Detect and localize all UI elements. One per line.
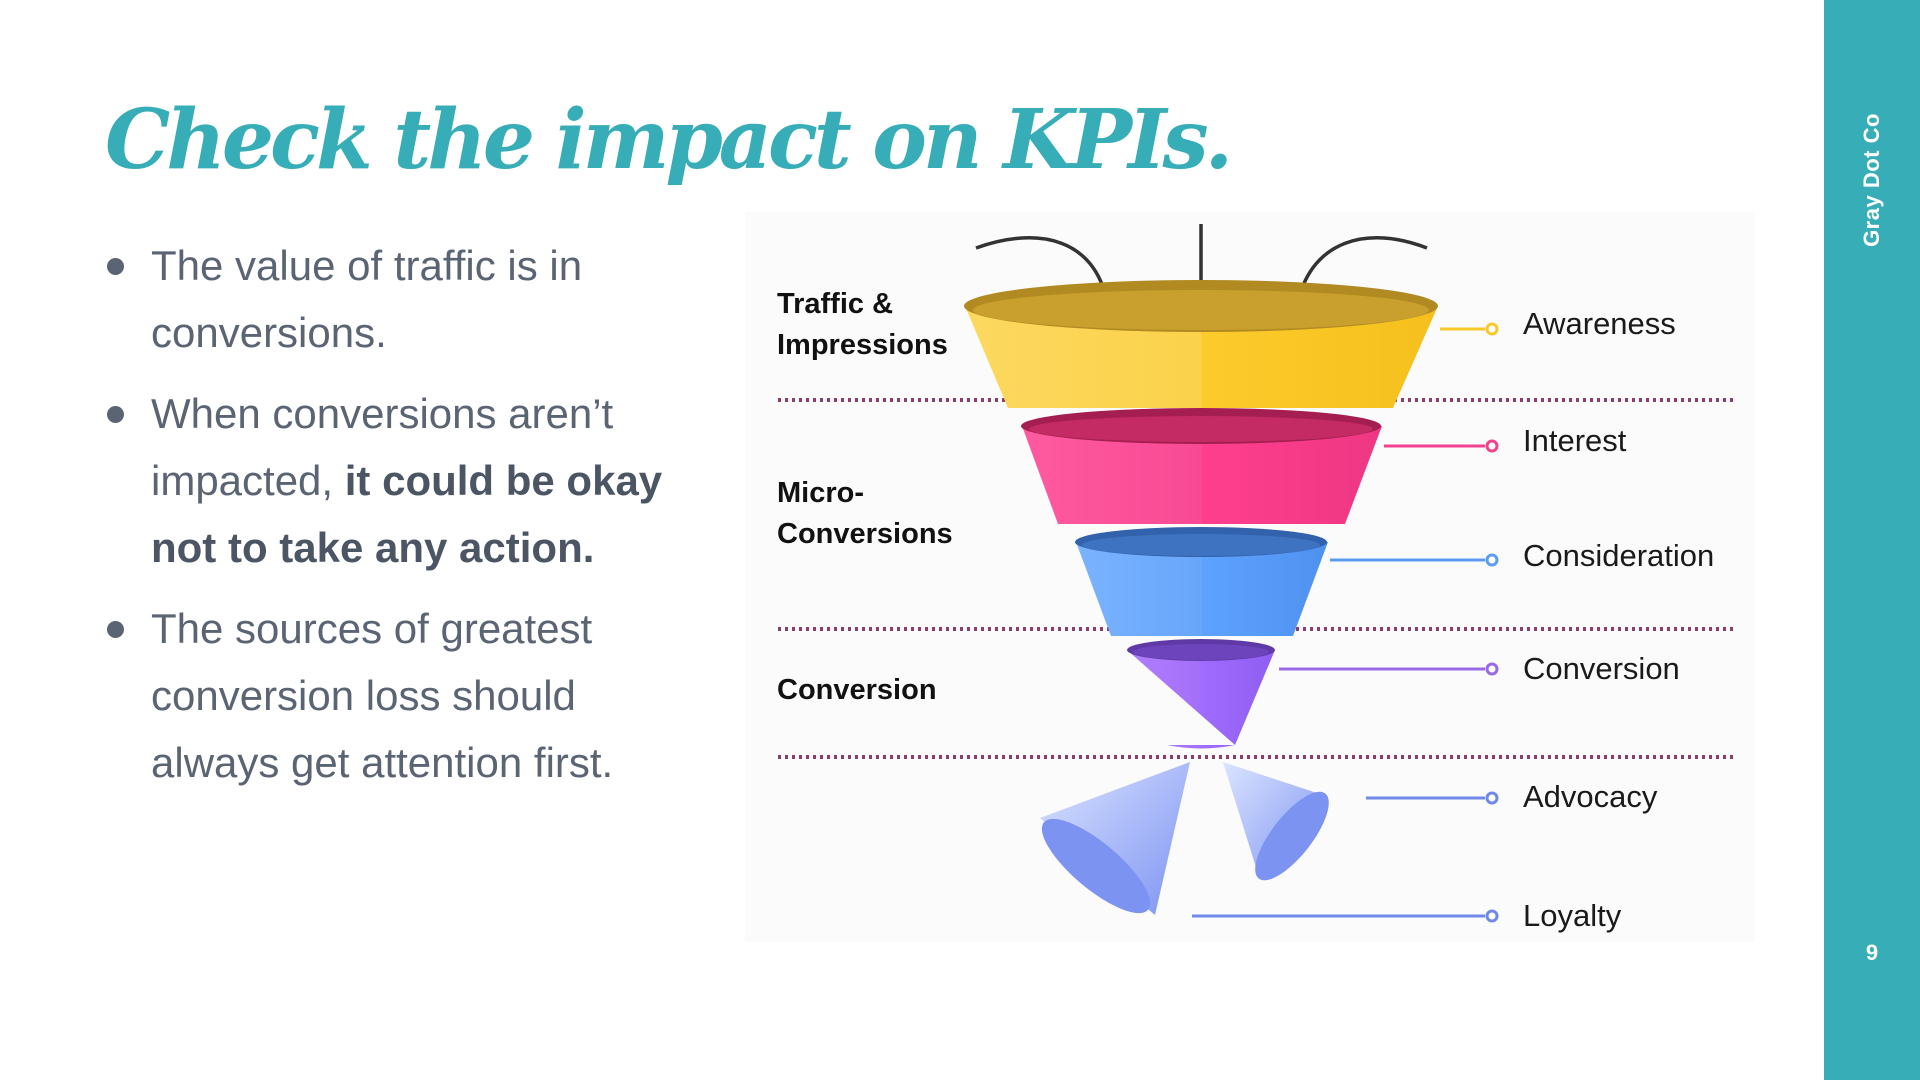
funnel-tier-awareness [964,280,1438,408]
brand-sidebar [1824,0,1920,1080]
level-label-awareness: Awareness [1523,306,1676,341]
stage-label-conversion: Conversion [777,674,937,706]
bullet-text: When conversions aren’t impacted, [151,390,614,504]
connector-awareness [1440,322,1499,336]
connector-interest [1384,439,1499,453]
bullet-item: The value of traffic is in conversions. [105,232,705,366]
bullet-bold-text: it could be okay not to take any action. [151,457,663,571]
funnel-cone-advocacy [1223,762,1329,881]
funnel-tier-consideration [1075,527,1328,636]
connector-conversion [1279,662,1499,676]
brand-name: Gray Dot Co [1859,113,1884,247]
bullet-dot-icon [107,406,124,423]
level-label-loyalty: Loyalty [1523,898,1622,933]
funnel-tier-conversion [1127,639,1275,749]
incoming-arrow-icon [1285,236,1428,310]
funnel-cone-loyalty [1040,762,1190,915]
bullet-text: The sources of greatest conversion loss … [151,605,614,786]
connector-advocacy [1366,791,1499,805]
page-number: 9 [1865,940,1879,965]
connector-loyalty [1192,909,1499,923]
stage-label-micro-conversions: Micro-Conversions [777,477,953,550]
bullet-list: The value of traffic is in conversions. … [105,232,705,810]
bullet-dot-icon [107,621,124,638]
level-label-advocacy: Advocacy [1523,779,1658,814]
incoming-arrow-icon [975,236,1121,310]
bullet-item: When conversions aren’t impacted, it cou… [105,380,705,581]
bullet-text: The value of traffic is in conversions. [151,242,583,356]
slide-title: Check the impact on KPIs. [105,92,1233,188]
bullet-dot-icon [107,258,124,275]
level-label-interest: Interest [1523,423,1627,458]
level-label-consideration: Consideration [1523,538,1715,573]
stage-label-traffic: Traffic & Impressions [777,288,948,361]
funnel-tier-interest [1021,408,1382,524]
level-label-conversion: Conversion [1523,651,1680,686]
bullet-item: The sources of greatest conversion loss … [105,595,705,796]
connector-consideration [1330,553,1499,567]
